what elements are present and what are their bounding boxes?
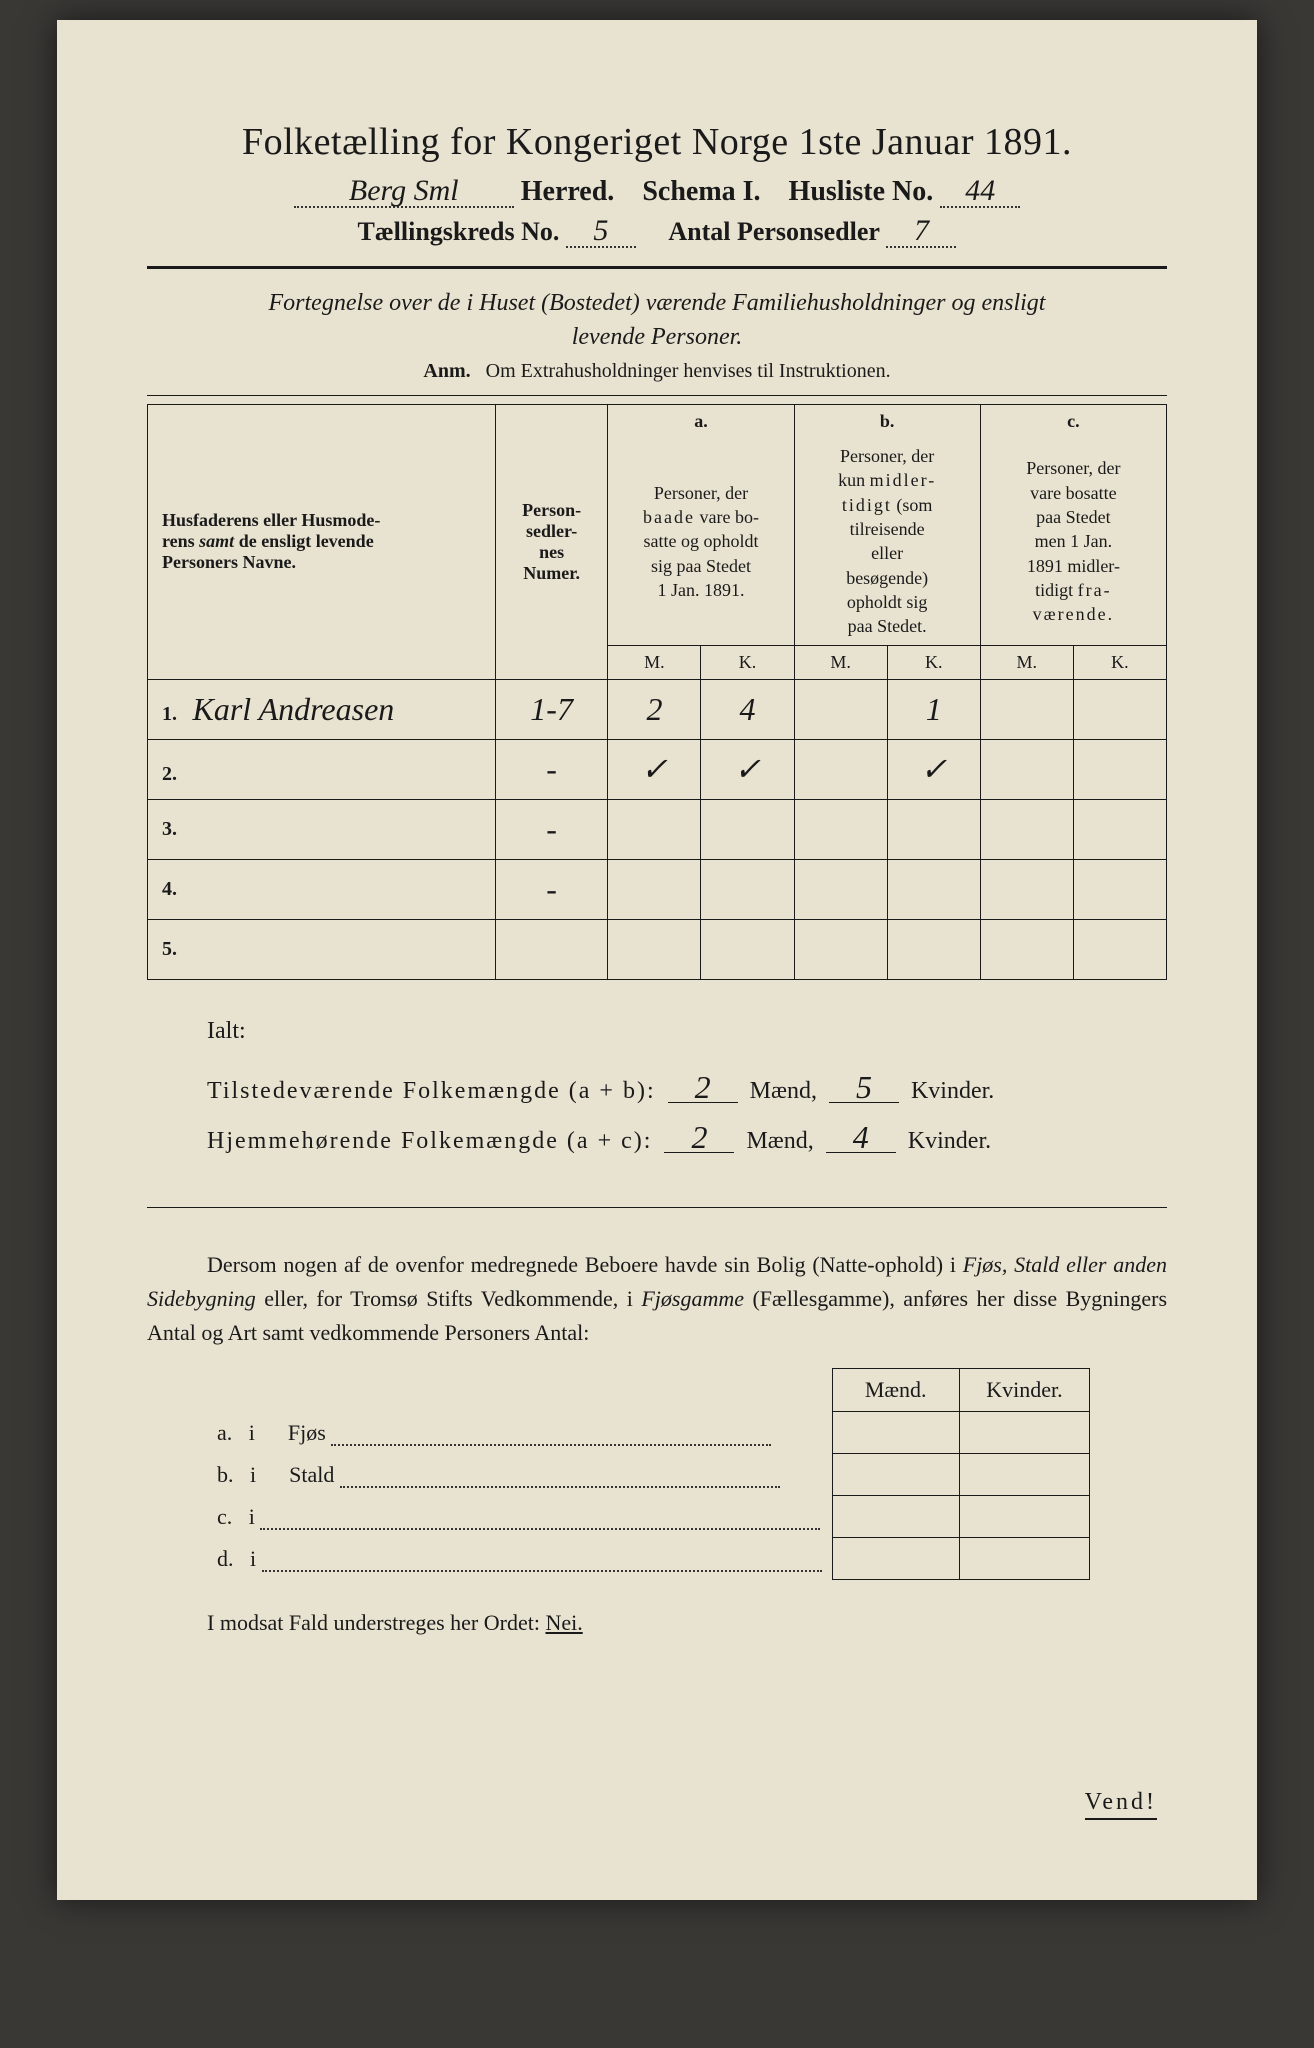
side-row-d: d. i <box>207 1538 1090 1580</box>
herred-value: Berg Sml <box>294 176 514 208</box>
col-c-label: c. <box>980 405 1166 439</box>
side-h-kvinder: Kvinder. <box>959 1369 1089 1412</box>
totals-line2: Hjemmehørende Folkemængde (a + c): 2 Mæn… <box>207 1116 1167 1166</box>
kreds-label: Tællingskreds No. <box>358 217 560 246</box>
antal-value: 7 <box>886 216 956 248</box>
row1-bM <box>794 679 887 739</box>
col-b-m: M. <box>794 645 887 679</box>
totals-block: Ialt: Tilstedeværende Folkemængde (a + b… <box>207 1006 1167 1167</box>
footer-line: I modsat Fald understreges her Ordet: Ne… <box>207 1610 1167 1636</box>
totals-line1-label: Tilstedeværende Folkemængde (a + b): <box>207 1078 656 1104</box>
row1-num: 1-7 <box>495 679 608 739</box>
husliste-label: Husliste No. <box>789 176 934 207</box>
anm-text: Om Extrahusholdninger henvises til Instr… <box>486 360 891 382</box>
intro-text: Fortegnelse over de i Huset (Bostedet) v… <box>147 287 1167 354</box>
col-header-num: Person-sedler-nesNumer. <box>495 405 608 679</box>
totals-line1-m: 2 <box>668 1073 738 1103</box>
side-h-maend: Mænd. <box>832 1369 959 1412</box>
row4-num: - <box>495 859 608 919</box>
row2-aK: ✓ <box>701 739 794 799</box>
side-row-a: a. i Fjøs <box>207 1412 1090 1454</box>
subtitle-line-2: Tællingskreds No. 5 Antal Personsedler 7 <box>147 216 1167 248</box>
col-c-k: K. <box>1073 645 1166 679</box>
totals-line2-k: 4 <box>826 1123 896 1153</box>
col-a-k: K. <box>701 645 794 679</box>
ialt-label: Ialt: <box>207 1006 1167 1056</box>
row1-cK <box>1073 679 1166 739</box>
divider-thin-2 <box>147 1207 1167 1208</box>
col-b-label: b. <box>794 405 980 439</box>
building-paragraph: Dersom nogen af de ovenfor medregnede Be… <box>147 1248 1167 1350</box>
row5-name: 5. <box>148 919 496 979</box>
row1-aM: 2 <box>608 679 701 739</box>
col-b-text: Personer, derkun midler-tidigt (somtilre… <box>794 438 980 645</box>
schema-label: Schema I. <box>642 176 760 207</box>
totals-line2-label: Hjemmehørende Folkemængde (a + c): <box>207 1128 652 1154</box>
row2-cK <box>1073 739 1166 799</box>
antal-label: Antal Personsedler <box>668 217 880 246</box>
divider <box>147 266 1167 269</box>
herred-label: Herred. <box>521 176 615 207</box>
row2-aM: ✓ <box>608 739 701 799</box>
row4-name: 4. <box>148 859 496 919</box>
row1-name: 1. Karl Andreasen <box>148 679 496 739</box>
col-c-text: Personer, dervare bosattepaa Stedetmen 1… <box>980 438 1166 645</box>
row3-name: 3. <box>148 799 496 859</box>
side-header-row: Mænd. Kvinder. <box>207 1369 1090 1412</box>
col-a-label: a. <box>608 405 794 439</box>
table-row: 1. Karl Andreasen 1-7 2 4 1 <box>148 679 1167 739</box>
col-c-m: M. <box>980 645 1073 679</box>
husliste-value: 44 <box>940 176 1020 208</box>
row2-name: 2. <box>148 739 496 799</box>
row1-cM <box>980 679 1073 739</box>
row2-cM <box>980 739 1073 799</box>
side-building-table: Mænd. Kvinder. a. i Fjøs b. i Stal <box>207 1368 1090 1580</box>
totals-line1-k: 5 <box>829 1073 899 1103</box>
row3-num: - <box>495 799 608 859</box>
anm-label: Anm. <box>423 360 470 382</box>
table-row: 5. <box>148 919 1167 979</box>
col-header-name: Husfaderens eller Husmode-rens samt de e… <box>148 405 496 679</box>
totals-line1: Tilstedeværende Folkemængde (a + b): 2 M… <box>207 1066 1167 1116</box>
intro-line2: levende Personer. <box>572 324 743 350</box>
table-row: 4. - <box>148 859 1167 919</box>
row2-bK: ✓ <box>887 739 980 799</box>
subtitle-line-1: Berg Sml Herred. Schema I. Husliste No. … <box>147 176 1167 208</box>
page-title: Folketælling for Kongeriget Norge 1ste J… <box>147 120 1167 164</box>
vend-label: Vend! <box>1085 1789 1157 1820</box>
table-abc-row: Husfaderens eller Husmode-rens samt de e… <box>148 405 1167 439</box>
divider-thin <box>147 395 1167 396</box>
anm-line: Anm. Om Extrahusholdninger henvises til … <box>147 360 1167 383</box>
table-row: 2. - ✓ ✓ ✓ <box>148 739 1167 799</box>
kreds-value: 5 <box>566 216 636 248</box>
row1-bK: 1 <box>887 679 980 739</box>
side-row-b: b. i Stald <box>207 1454 1090 1496</box>
col-b-k: K. <box>887 645 980 679</box>
intro-line1: Fortegnelse over de i Huset (Bostedet) v… <box>269 290 1046 316</box>
census-form-page: Folketælling for Kongeriget Norge 1ste J… <box>57 20 1257 1900</box>
footer-nei: Nei. <box>545 1610 582 1635</box>
side-row-c: c. i <box>207 1496 1090 1538</box>
household-table: Husfaderens eller Husmode-rens samt de e… <box>147 404 1167 979</box>
row2-num: - <box>495 739 608 799</box>
totals-line2-m: 2 <box>664 1123 734 1153</box>
table-row: 3. - <box>148 799 1167 859</box>
col-a-m: M. <box>608 645 701 679</box>
col-a-text: Personer, derbaade vare bo-satte og opho… <box>608 438 794 645</box>
row2-bM <box>794 739 887 799</box>
side-building-block: Mænd. Kvinder. a. i Fjøs b. i Stal <box>207 1368 1167 1580</box>
row1-aK: 4 <box>701 679 794 739</box>
